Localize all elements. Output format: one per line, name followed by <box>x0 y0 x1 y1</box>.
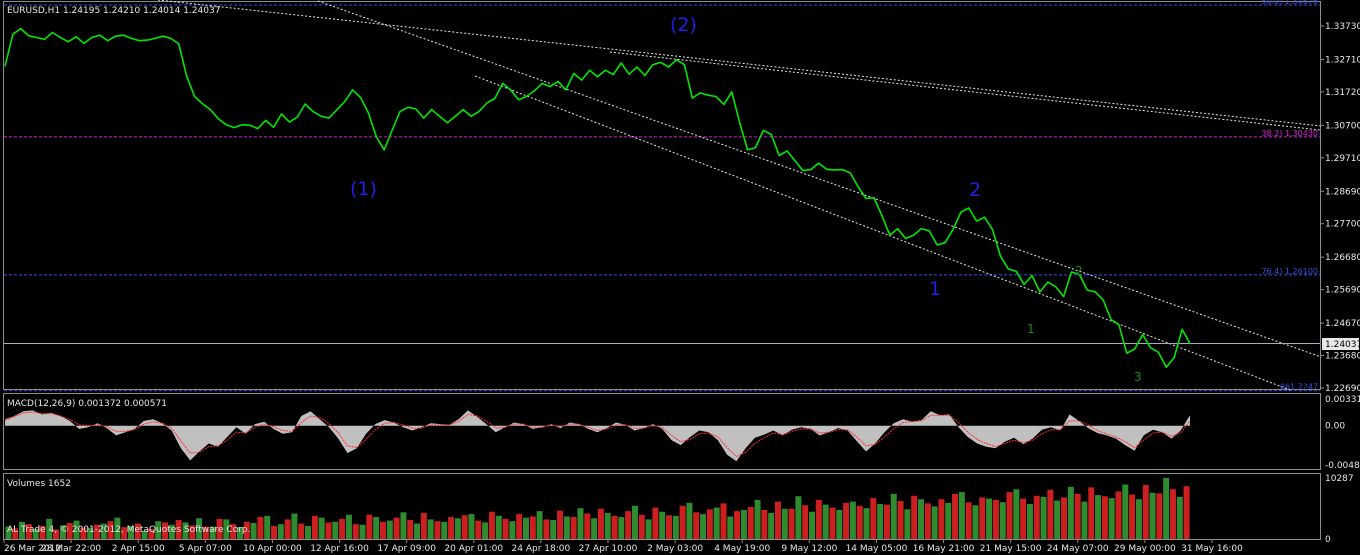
price-axis: 1.33730 1.32710 1.31720 1.30700 1.29710 1.286… <box>1320 22 1360 394</box>
price-tick-label: 1.22690 <box>1325 384 1360 394</box>
fibonacci-levels: 50.0) 1.34576 38.2) 1.30430 76.4) 1.26100 0… <box>4 0 1320 392</box>
footer-copyright: AL Trade 4, © 2001-2012, MetaQuotes Soft… <box>7 525 250 535</box>
level-label-3: 061.7247 <box>1280 383 1318 392</box>
macd-tick-label: 0.00331 <box>1325 395 1360 405</box>
trendline-channel-top[interactable] <box>317 0 1322 358</box>
price-tick-label: 1.29710 <box>1325 154 1360 164</box>
macd-header: MACD(12,26,9) 0.001372 0.000571 <box>7 399 167 409</box>
price-tick-label: 1.27700 <box>1325 220 1360 230</box>
trendlines[interactable] <box>157 0 1322 391</box>
wave-label-2: 2 <box>969 179 981 201</box>
volumes-pane-frame <box>3 473 1321 540</box>
price-tick-label: 1.23680 <box>1325 352 1360 362</box>
current-price-label: 1.24037 <box>1325 340 1360 350</box>
time-tick-label: 28 Mar 22:00 <box>41 544 101 554</box>
macd-axis: 0.00331 0.00 -0.00487 <box>1325 395 1360 471</box>
time-tick-label: 17 Apr 09:00 <box>377 544 436 554</box>
time-tick-label: 24 Apr 18:00 <box>512 544 571 554</box>
subwave-label-1: 1 <box>1027 322 1035 336</box>
macd-pane-frame <box>3 393 1321 470</box>
symbol-header: EURUSD,H1 1.24195 1.24210 1.24014 1.2403… <box>7 6 220 16</box>
time-tick-label: 9 May 12:00 <box>781 544 837 554</box>
price-line <box>4 27 1191 369</box>
wave-label-1: 1 <box>929 278 941 300</box>
price-pane-frame <box>3 1 1321 390</box>
macd-tick-label: -0.00487 <box>1325 461 1360 471</box>
volume-series <box>5 478 1190 539</box>
price-tick-label: 1.33730 <box>1325 22 1360 32</box>
price-tick-label: 1.30700 <box>1325 121 1360 131</box>
time-tick-label: 12 Apr 16:00 <box>310 544 369 554</box>
wave-label-(1): (1) <box>350 178 377 200</box>
subwave-label-3: 3 <box>1134 370 1142 384</box>
price-tick-label: 1.24670 <box>1325 319 1360 329</box>
volume-axis: 10287 0 <box>1325 474 1354 545</box>
level-label-0: 50.0) 1.34576 <box>1261 0 1318 6</box>
price-tick-label: 1.32710 <box>1325 55 1360 65</box>
trendline-upper[interactable] <box>157 0 1322 127</box>
subwave-label-2: 2 <box>1075 264 1083 278</box>
level-label-2: 76.4) 1.26100 <box>1261 267 1318 276</box>
current-price-tag: 1.24037 <box>1322 338 1360 350</box>
price-tick-label: 1.25690 <box>1325 286 1360 296</box>
price-tick-label: 1.28690 <box>1325 187 1360 197</box>
volume-tick-label: 0 <box>1325 535 1331 545</box>
time-tick-label: 26 Mar 2012 <box>4 544 61 554</box>
time-tick-label: 14 May 05:00 <box>846 544 908 554</box>
wave-label-(2): (2) <box>670 14 697 36</box>
time-tick-label: 20 Apr 01:00 <box>444 544 503 554</box>
macd-tick-label: 0.00 <box>1325 422 1345 432</box>
time-tick-label: 10 Apr 00:00 <box>243 544 302 554</box>
time-tick-label: 4 May 19:00 <box>714 544 770 554</box>
time-tick-label: 24 May 07:00 <box>1047 544 1109 554</box>
time-tick-label: 29 May 00:00 <box>1114 544 1176 554</box>
level-label-1: 38.2) 1.30430 <box>1261 129 1318 138</box>
time-tick-label: 2 Apr 15:00 <box>112 544 165 554</box>
price-series <box>4 27 1191 369</box>
time-tick-label: 5 Apr 07:00 <box>179 544 232 554</box>
trendline-channel-bottom[interactable] <box>474 75 1291 391</box>
macd-signal-line <box>4 411 1191 457</box>
price-tick-label: 1.31720 <box>1325 88 1360 98</box>
volume-tick-label: 10287 <box>1325 474 1354 484</box>
time-tick-label: 21 May 15:00 <box>980 544 1042 554</box>
volumes-header: Volumes 1652 <box>7 479 71 489</box>
time-tick-label: 31 May 16:00 <box>1181 544 1243 554</box>
time-tick-label: 27 Apr 10:00 <box>579 544 638 554</box>
trendline-wave2[interactable] <box>609 51 1321 131</box>
macd-series <box>4 410 1191 462</box>
price-tick-label: 1.26680 <box>1325 253 1360 263</box>
time-tick-label: 2 May 03:00 <box>647 544 703 554</box>
time-tick-label: 16 May 21:00 <box>913 544 975 554</box>
